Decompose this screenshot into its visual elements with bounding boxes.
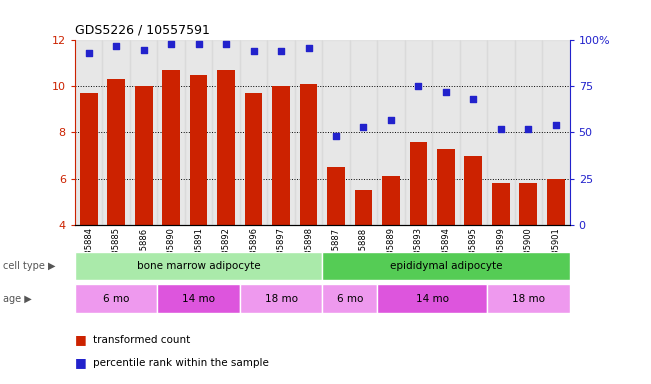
Point [495,126,506,132]
Bar [377,40,405,225]
Text: GDS5226 / 10557591: GDS5226 / 10557591 [75,23,210,36]
Point [221,41,231,47]
Text: bone marrow adipocyte: bone marrow adipocyte [137,261,260,271]
Point [276,48,286,55]
Bar [185,40,212,225]
Bar [240,284,322,313]
Bar [107,79,125,225]
Bar [327,167,345,225]
Bar [405,40,432,225]
Bar [75,40,102,225]
Bar [492,183,510,225]
Bar [460,40,487,225]
Bar [487,40,515,225]
Text: ■: ■ [75,333,87,346]
Bar [519,183,537,225]
Text: transformed count: transformed count [93,335,190,345]
Bar [102,40,130,225]
Bar [240,40,268,225]
Bar [299,84,318,225]
Bar [322,252,570,280]
Bar [130,40,158,225]
Text: ■: ■ [75,356,87,369]
Point [111,43,121,49]
Text: percentile rank within the sample: percentile rank within the sample [93,358,269,368]
Bar [75,252,322,280]
Bar [355,190,372,225]
Point [303,45,314,51]
Bar [322,284,377,313]
Text: age ▶: age ▶ [3,293,32,304]
Point [248,48,258,55]
Point [331,133,341,139]
Bar [135,86,152,225]
Bar [437,149,455,225]
Point [441,89,451,95]
Text: 6 mo: 6 mo [103,293,130,304]
Bar [212,40,240,225]
Point [386,116,396,122]
Point [193,41,204,47]
Text: 14 mo: 14 mo [416,293,449,304]
Bar [189,75,208,225]
Bar [245,93,262,225]
Bar [295,40,322,225]
Bar [268,40,295,225]
Bar [158,284,240,313]
Text: 6 mo: 6 mo [337,293,363,304]
Bar [487,284,570,313]
Text: 14 mo: 14 mo [182,293,215,304]
Text: epididymal adipocyte: epididymal adipocyte [390,261,502,271]
Point [468,96,478,103]
Point [523,126,534,132]
Bar [547,179,565,225]
Text: cell type ▶: cell type ▶ [3,261,56,271]
Text: 18 mo: 18 mo [264,293,298,304]
Bar [542,40,570,225]
Bar [158,40,185,225]
Text: 18 mo: 18 mo [512,293,545,304]
Bar [272,86,290,225]
Point [83,50,94,56]
Bar [75,284,158,313]
Bar [382,176,400,225]
Bar [409,142,427,225]
Bar [350,40,377,225]
Bar [515,40,542,225]
Bar [465,156,482,225]
Bar [162,70,180,225]
Point [139,46,149,53]
Point [358,124,368,130]
Point [166,41,176,47]
Bar [79,93,98,225]
Point [551,122,561,128]
Point [413,83,424,89]
Bar [432,40,460,225]
Bar [377,284,487,313]
Bar [217,70,235,225]
Bar [322,40,350,225]
